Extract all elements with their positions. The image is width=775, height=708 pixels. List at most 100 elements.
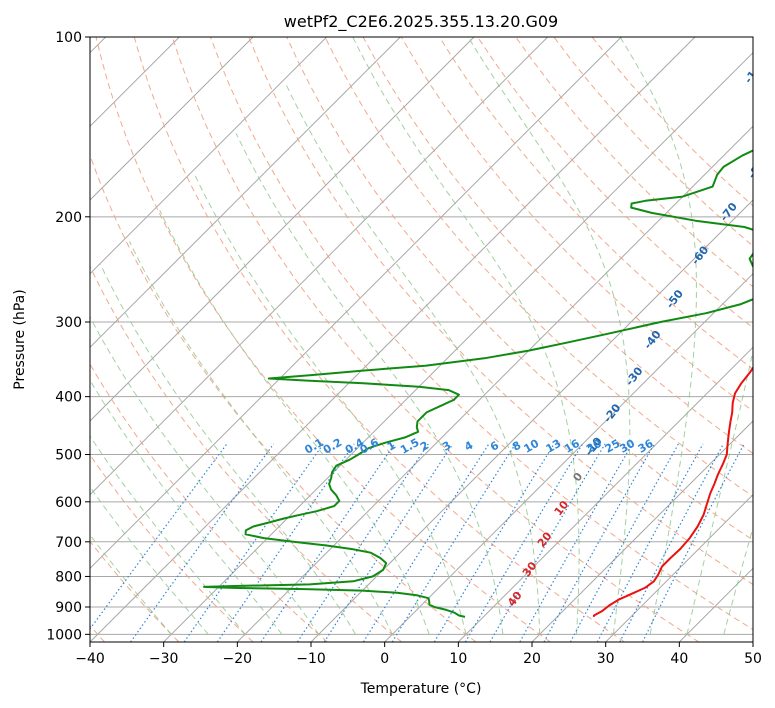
mixing-ratio-label: 4 <box>462 439 475 454</box>
moist-adiabat-line <box>90 435 246 635</box>
y-tick-label: 400 <box>55 390 82 406</box>
dry-adiabat-line <box>591 37 753 207</box>
dry-adiabat-label: 20 <box>535 529 555 549</box>
isotherm-line <box>457 346 753 642</box>
axis-ticks: −40 −30 −20 −10 0 10 20 30 40 5010020030040050060… <box>46 30 762 667</box>
isotherm-line <box>90 37 696 642</box>
dry-adiabat-label: -20 <box>601 401 624 425</box>
mixing-ratio-label: 1 <box>385 439 398 454</box>
isotherm-line <box>605 493 753 642</box>
dry-adiabat-line <box>438 37 753 370</box>
y-tick-label: 300 <box>55 315 82 331</box>
isotherm-line <box>90 37 328 275</box>
mixing-ratio-line <box>642 443 745 642</box>
profile-lines <box>203 149 753 618</box>
mixing-ratio-line <box>489 443 606 642</box>
moist-adiabat-line <box>129 241 393 635</box>
isotherm-line <box>384 272 753 642</box>
isotherm-line <box>752 641 753 642</box>
isotherm-line <box>90 37 401 349</box>
mixing-ratio-label: 13 <box>544 437 564 456</box>
mixing-ratio-label: 30 <box>617 437 637 456</box>
mixing-ratio-label: 10 <box>522 437 542 456</box>
mixing-ratio-line <box>323 443 454 642</box>
x-tick-label: −30 <box>149 651 179 667</box>
dry-adiabat-line <box>95 37 551 642</box>
moist-adiabat-line <box>723 525 753 635</box>
dry-adiabat-label: 0 <box>570 470 585 484</box>
dry-adiabat-line <box>248 37 753 586</box>
mixing-ratio-label: 16 <box>562 437 582 456</box>
dry-adiabat-label: -50 <box>663 287 686 311</box>
y-axis-label: Pressure (hPa) <box>12 289 28 389</box>
mixing-ratio-line <box>464 443 584 642</box>
isotherm-line <box>236 125 753 642</box>
moist-adiabat-line <box>619 37 697 635</box>
isotherm-line <box>90 37 254 201</box>
moist-adiabat-line <box>352 37 580 635</box>
x-tick-label: 20 <box>523 651 541 667</box>
dry-adiabat-label: -100 <box>742 56 769 86</box>
x-tick-label: −20 <box>223 651 253 667</box>
x-tick-label: 50 <box>744 651 762 667</box>
chart-title: wetPf2_C2E6.2025.355.13.20.G09 <box>284 12 558 32</box>
mixing-ratio-line <box>569 443 679 642</box>
x-tick-label: 10 <box>449 651 467 667</box>
dry-adiabat-line <box>90 153 477 642</box>
x-axis-label: Temperature (°C) <box>360 681 482 697</box>
mixing-ratio-label: 36 <box>636 437 656 456</box>
mixing-ratio-label: 6 <box>488 439 501 454</box>
dry-adiabat-line <box>400 37 753 412</box>
mixing-ratio-line <box>519 443 633 642</box>
y-tick-label: 700 <box>55 535 82 551</box>
dry-adiabat-line <box>515 37 753 288</box>
isotherm-line <box>678 567 753 642</box>
y-tick-label: 1000 <box>46 627 82 643</box>
isotherm-line <box>90 37 475 422</box>
x-tick-label: −10 <box>296 651 326 667</box>
isotherm-line <box>310 199 753 642</box>
moist-adiabat-line <box>90 379 283 635</box>
plot-frame <box>89 36 754 643</box>
mixing-ratio-line <box>296 443 429 642</box>
mixing-ratio-label: 0.2 <box>321 436 344 457</box>
mixing-ratio-line <box>596 443 704 642</box>
profile-series-2 <box>203 149 753 618</box>
x-tick-label: 30 <box>597 651 615 667</box>
moist-adiabat-line <box>90 534 172 635</box>
background-lines <box>90 37 753 642</box>
dry-adiabat-line <box>90 265 403 642</box>
line-labels: -100-90-80-70-60-50-40-30-20-10010203040… <box>302 56 775 609</box>
dry-adiabat-line <box>171 37 700 642</box>
moist-adiabat-line <box>90 486 209 635</box>
mixing-ratio-line <box>216 443 355 642</box>
dry-adiabat-label: -70 <box>717 200 740 224</box>
dry-adiabat-label: -90 <box>761 112 775 136</box>
y-tick-label: 600 <box>55 495 82 511</box>
dry-adiabat-line <box>133 37 625 642</box>
x-tick-label: −40 <box>75 651 105 667</box>
mixing-ratio-line <box>391 443 516 642</box>
moist-adiabat-line <box>686 348 753 635</box>
mixing-ratio-line <box>362 443 490 642</box>
dry-adiabat-label: -80 <box>745 157 768 181</box>
moist-adiabat-line <box>99 263 356 635</box>
mixing-ratio-label: 2 <box>418 439 431 454</box>
dry-adiabat-line <box>324 37 753 498</box>
mixing-ratio-line <box>433 443 555 642</box>
moist-adiabat-line <box>90 315 320 635</box>
isotherm-line <box>90 37 622 570</box>
moist-adiabat-line <box>159 209 430 635</box>
y-tick-label: 500 <box>55 448 82 464</box>
dry-adiabat-label: -60 <box>689 243 712 267</box>
dry-adiabat-label: 10 <box>552 498 572 518</box>
mixing-ratio-label: 8 <box>510 439 523 454</box>
dry-adiabat-line <box>286 37 753 541</box>
isotherm-line <box>163 51 753 642</box>
moist-adiabat-line <box>467 37 631 635</box>
y-tick-label: 100 <box>55 30 82 46</box>
x-tick-label: 0 <box>380 651 389 667</box>
dry-adiabat-label: -40 <box>641 328 664 352</box>
profile-series-1 <box>592 365 753 617</box>
